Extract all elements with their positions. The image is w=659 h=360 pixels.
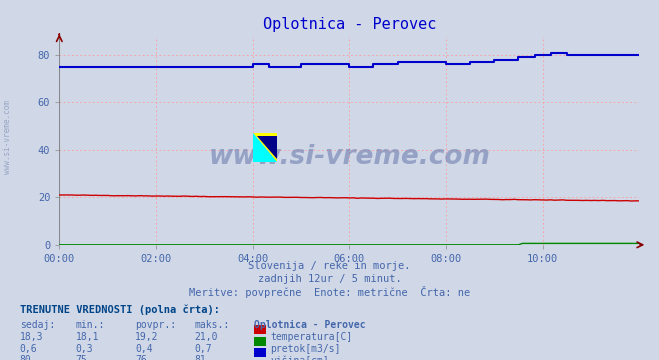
Text: min.:: min.:: [76, 320, 105, 330]
Text: 80: 80: [20, 355, 32, 360]
Text: 81: 81: [194, 355, 206, 360]
Text: TRENUTNE VREDNOSTI (polna črta):: TRENUTNE VREDNOSTI (polna črta):: [20, 304, 219, 315]
Text: zadnjih 12ur / 5 minut.: zadnjih 12ur / 5 minut.: [258, 274, 401, 284]
Text: Slovenija / reke in morje.: Slovenija / reke in morje.: [248, 261, 411, 271]
Polygon shape: [256, 136, 277, 159]
Text: 75: 75: [76, 355, 88, 360]
Text: sedaj:: sedaj:: [20, 320, 55, 330]
Polygon shape: [252, 133, 277, 162]
Text: 0,4: 0,4: [135, 344, 153, 354]
Text: Meritve: povprečne  Enote: metrične  Črta: ne: Meritve: povprečne Enote: metrične Črta:…: [189, 286, 470, 298]
Text: 18,3: 18,3: [20, 332, 43, 342]
Text: 0,3: 0,3: [76, 344, 94, 354]
Text: 76: 76: [135, 355, 147, 360]
Text: www.si-vreme.com: www.si-vreme.com: [3, 100, 13, 174]
Text: pretok[m3/s]: pretok[m3/s]: [270, 344, 341, 354]
Text: 18,1: 18,1: [76, 332, 100, 342]
Text: www.si-vreme.com: www.si-vreme.com: [208, 144, 490, 170]
Text: 0,7: 0,7: [194, 344, 212, 354]
Text: 19,2: 19,2: [135, 332, 159, 342]
Text: maks.:: maks.:: [194, 320, 229, 330]
Text: povpr.:: povpr.:: [135, 320, 176, 330]
Text: Oplotnica - Perovec: Oplotnica - Perovec: [254, 320, 365, 330]
Text: 21,0: 21,0: [194, 332, 218, 342]
Text: 0,6: 0,6: [20, 344, 38, 354]
Polygon shape: [252, 133, 277, 162]
Title: Oplotnica - Perovec: Oplotnica - Perovec: [262, 17, 436, 32]
Text: temperatura[C]: temperatura[C]: [270, 332, 353, 342]
Text: višina[cm]: višina[cm]: [270, 355, 329, 360]
